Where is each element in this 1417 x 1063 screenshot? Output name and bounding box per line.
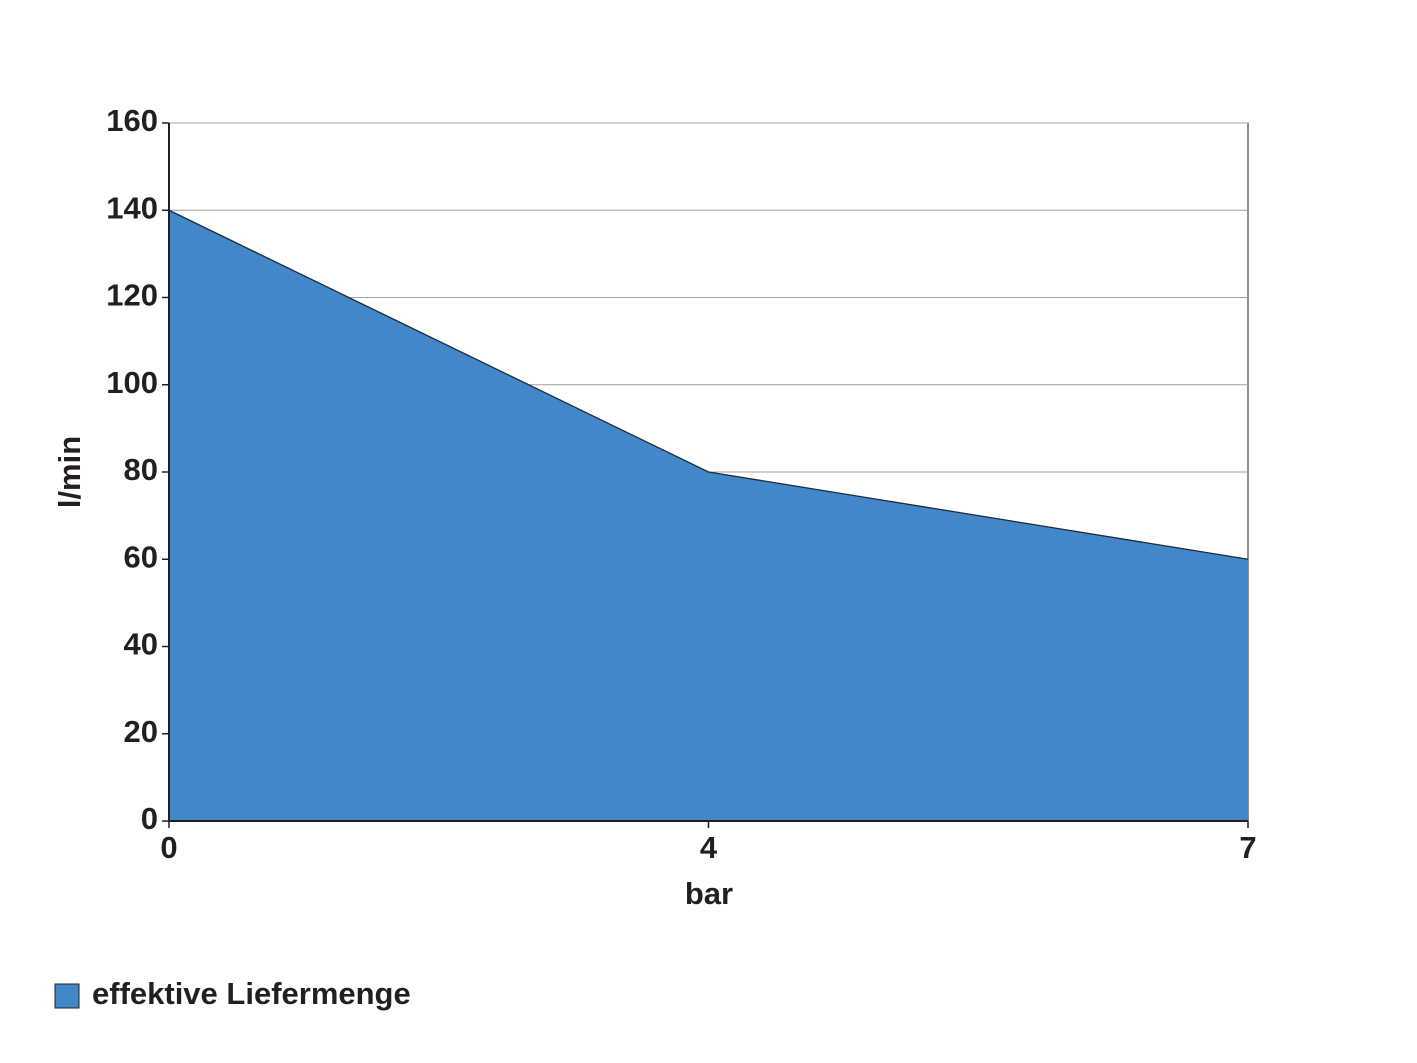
y-tick-label: 60 — [124, 539, 158, 574]
y-axis-title: l/min — [52, 436, 87, 508]
x-tick-label: 7 — [1239, 830, 1256, 865]
legend-swatch — [54, 983, 80, 1009]
y-tick-label: 40 — [124, 627, 158, 662]
y-tick-label: 0 — [141, 801, 158, 836]
y-tick-label: 80 — [124, 452, 158, 487]
area-outline — [168, 209, 1249, 560]
y-tick-label: 120 — [106, 278, 158, 313]
y-tick-label: 160 — [106, 103, 158, 138]
legend-label: effektive Liefermenge — [92, 976, 411, 1011]
x-tick-label: 4 — [700, 830, 718, 865]
x-tick-label: 0 — [160, 830, 177, 865]
x-axis-title: bar — [685, 876, 733, 911]
area — [169, 210, 1248, 821]
y-tick-label: 20 — [124, 714, 158, 749]
y-tick-label: 100 — [106, 365, 158, 400]
y-tick-label: 140 — [106, 190, 158, 225]
